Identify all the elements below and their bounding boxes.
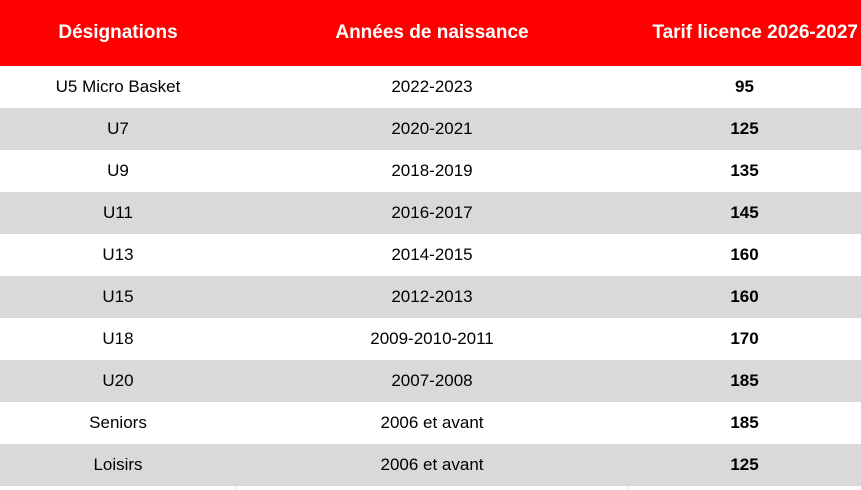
gridline <box>628 486 629 490</box>
cell-designation: U7 <box>0 108 236 150</box>
cell-fee: 125 <box>628 108 861 150</box>
cell-birth-years: 2020-2021 <box>236 108 628 150</box>
cell-fee: 135 <box>628 150 861 192</box>
cell-fee: 185 <box>628 360 861 402</box>
cell-birth-years: 2006 et avant <box>236 402 628 444</box>
cell-birth-years: 2018-2019 <box>236 150 628 192</box>
table-row: U9 2018-2019 135 <box>0 150 861 192</box>
cell-birth-years: 2006 et avant <box>236 444 628 486</box>
table-row: U5 Micro Basket 2022-2023 95 <box>0 66 861 108</box>
table-row: U18 2009-2010-2011 170 <box>0 318 861 360</box>
cell-fee: 185 <box>628 402 861 444</box>
header-license-fee: Tarif licence 2026-2027 <box>628 0 861 66</box>
cell-designation: U9 <box>0 150 236 192</box>
table-body: U5 Micro Basket 2022-2023 95 U7 2020-202… <box>0 66 861 486</box>
table-header: Désignations Années de naissance Tarif l… <box>0 0 861 66</box>
cell-fee: 145 <box>628 192 861 234</box>
cell-fee: 160 <box>628 276 861 318</box>
table-row: U11 2016-2017 145 <box>0 192 861 234</box>
cell-birth-years: 2016-2017 <box>236 192 628 234</box>
cell-fee: 160 <box>628 234 861 276</box>
header-row: Désignations Années de naissance Tarif l… <box>0 0 861 66</box>
cell-designation: Loisirs <box>0 444 236 486</box>
cell-designation: U15 <box>0 276 236 318</box>
cell-designation: U20 <box>0 360 236 402</box>
cell-fee: 125 <box>628 444 861 486</box>
cell-fee: 170 <box>628 318 861 360</box>
gridline <box>236 486 237 490</box>
cell-designation: U18 <box>0 318 236 360</box>
cell-designation: U11 <box>0 192 236 234</box>
cell-birth-years: 2009-2010-2011 <box>236 318 628 360</box>
table-row: Loisirs 2006 et avant 125 <box>0 444 861 486</box>
header-birth-years: Années de naissance <box>236 0 628 66</box>
cell-designation: U13 <box>0 234 236 276</box>
table-row: U13 2014-2015 160 <box>0 234 861 276</box>
cell-birth-years: 2022-2023 <box>236 66 628 108</box>
header-designations: Désignations <box>0 0 236 66</box>
table-row: Seniors 2006 et avant 185 <box>0 402 861 444</box>
cell-birth-years: 2014-2015 <box>236 234 628 276</box>
cell-birth-years: 2007-2008 <box>236 360 628 402</box>
cell-designation: U5 Micro Basket <box>0 66 236 108</box>
table-row: U20 2007-2008 185 <box>0 360 861 402</box>
cell-designation: Seniors <box>0 402 236 444</box>
table-row: U15 2012-2013 160 <box>0 276 861 318</box>
table-row: U7 2020-2021 125 <box>0 108 861 150</box>
cell-birth-years: 2012-2013 <box>236 276 628 318</box>
cell-fee: 95 <box>628 66 861 108</box>
